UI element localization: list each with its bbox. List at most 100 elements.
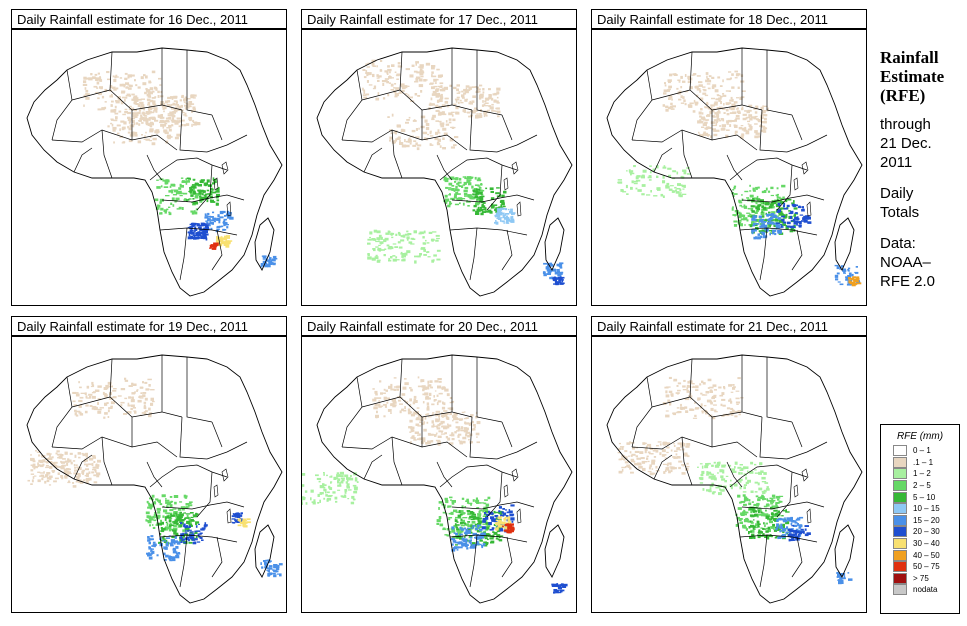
rainfall-cell xyxy=(646,443,652,447)
rainfall-cell xyxy=(850,278,855,281)
rainfall-cell xyxy=(459,99,462,102)
rainfall-cell xyxy=(410,243,415,245)
rainfall-cell xyxy=(189,501,192,504)
rainfall-cell xyxy=(670,102,673,106)
rainfall-cell xyxy=(690,398,692,400)
rainfall-cell xyxy=(206,222,209,224)
rainfall-cell xyxy=(139,106,142,109)
rainfall-cell xyxy=(111,100,114,103)
rainfall-cell xyxy=(451,502,455,505)
rainfall-cell xyxy=(745,511,749,514)
rainfall-cell xyxy=(401,83,405,86)
rainfall-cell xyxy=(172,527,178,531)
rainfall-cell xyxy=(144,135,146,138)
rainfall-cell xyxy=(670,466,675,470)
rainfall-cell xyxy=(95,77,99,81)
rainfall-cell xyxy=(743,503,747,506)
rainfall-cell xyxy=(171,556,176,560)
rainfall-cell xyxy=(83,104,85,107)
rainfall-cell xyxy=(166,541,169,544)
rainfall-cell xyxy=(839,576,842,580)
rainfall-cell xyxy=(149,519,154,521)
rainfall-cell xyxy=(165,117,170,120)
rainfall-cell xyxy=(187,105,192,108)
rainfall-cell xyxy=(344,489,348,492)
country-border xyxy=(51,69,73,141)
rainfall-cell xyxy=(150,548,153,551)
rainfall-cell xyxy=(426,405,430,409)
rainfall-cell xyxy=(128,396,132,399)
rainfall-cell xyxy=(168,557,172,560)
rainfall-cell xyxy=(27,479,30,482)
rainfall-cell xyxy=(190,520,195,522)
country-border xyxy=(653,147,673,173)
rainfall-cell xyxy=(739,212,742,216)
rainfall-cell xyxy=(761,208,765,212)
rainfall-cell xyxy=(760,470,764,473)
rainfall-cell xyxy=(792,524,798,527)
rainfall-cell xyxy=(381,405,384,407)
rainfall-cell xyxy=(684,74,687,77)
rainfall-cell xyxy=(733,101,738,104)
rainfall-cell xyxy=(686,443,691,446)
rainfall-cell xyxy=(681,406,686,409)
rainfall-cell xyxy=(204,193,208,196)
rainfall-cell xyxy=(264,263,269,265)
rainfall-cell xyxy=(461,527,464,529)
rainfall-cell xyxy=(479,113,482,115)
rainfall-cell xyxy=(389,139,391,142)
rainfall-cell xyxy=(467,176,472,180)
rainfall-cell xyxy=(185,525,188,528)
rainfall-cell xyxy=(483,502,487,505)
legend-label: .1 – 1 xyxy=(913,457,934,467)
legend-swatch xyxy=(893,445,907,457)
rainfall-cell xyxy=(337,484,342,487)
rainfall-cell xyxy=(392,243,397,245)
rainfall-cell xyxy=(131,107,135,111)
rainfall-cell xyxy=(70,461,73,465)
rainfall-cell xyxy=(441,503,444,506)
rainfall-cell xyxy=(219,216,224,219)
rainfall-cell xyxy=(202,190,206,193)
country-border xyxy=(439,157,518,181)
rainfall-cell xyxy=(735,390,740,392)
rainfall-cell xyxy=(73,404,78,407)
rainfall-cell xyxy=(479,535,483,538)
rainfall-cell xyxy=(208,215,211,218)
rainfall-cell xyxy=(39,461,44,464)
rainfall-cell xyxy=(620,446,625,448)
rainfall-cell xyxy=(103,387,108,390)
rainfall-cell xyxy=(227,241,230,245)
rainfall-cell xyxy=(231,518,236,520)
rainfall-cell xyxy=(228,213,232,216)
rainfall-cell xyxy=(374,397,377,399)
rainfall-cell xyxy=(177,517,182,521)
rainfall-cell xyxy=(216,188,220,190)
rainfall-cell xyxy=(171,117,174,121)
rainfall-cell xyxy=(223,243,228,246)
rainfall-cell xyxy=(97,385,102,388)
rainfall-cell xyxy=(184,528,188,530)
rainfall-cell xyxy=(194,530,196,533)
rainfall-cell xyxy=(242,524,245,527)
rainfall-cell xyxy=(152,137,157,141)
rainfall-cell xyxy=(621,446,624,450)
rainfall-cell xyxy=(166,526,168,529)
rainfall-cell xyxy=(205,220,208,222)
rainfall-cell xyxy=(173,189,179,193)
rainfall-cell xyxy=(785,509,787,512)
rainfall-cell xyxy=(57,456,61,459)
rainfall-cell xyxy=(191,236,194,239)
rainfall-cell xyxy=(64,451,68,455)
rainfall-cell xyxy=(766,536,770,540)
rainfall-cell xyxy=(122,113,126,116)
rainfall-cell xyxy=(677,382,682,385)
rainfall-cell xyxy=(413,439,417,441)
country-border xyxy=(71,396,111,408)
rainfall-cell xyxy=(481,526,486,530)
rainfall-cell xyxy=(402,254,406,258)
rainfall-cell xyxy=(799,516,804,519)
rainfall-cell xyxy=(147,101,151,105)
rainfall-cell xyxy=(195,223,199,225)
rainfall-cell xyxy=(730,96,733,100)
